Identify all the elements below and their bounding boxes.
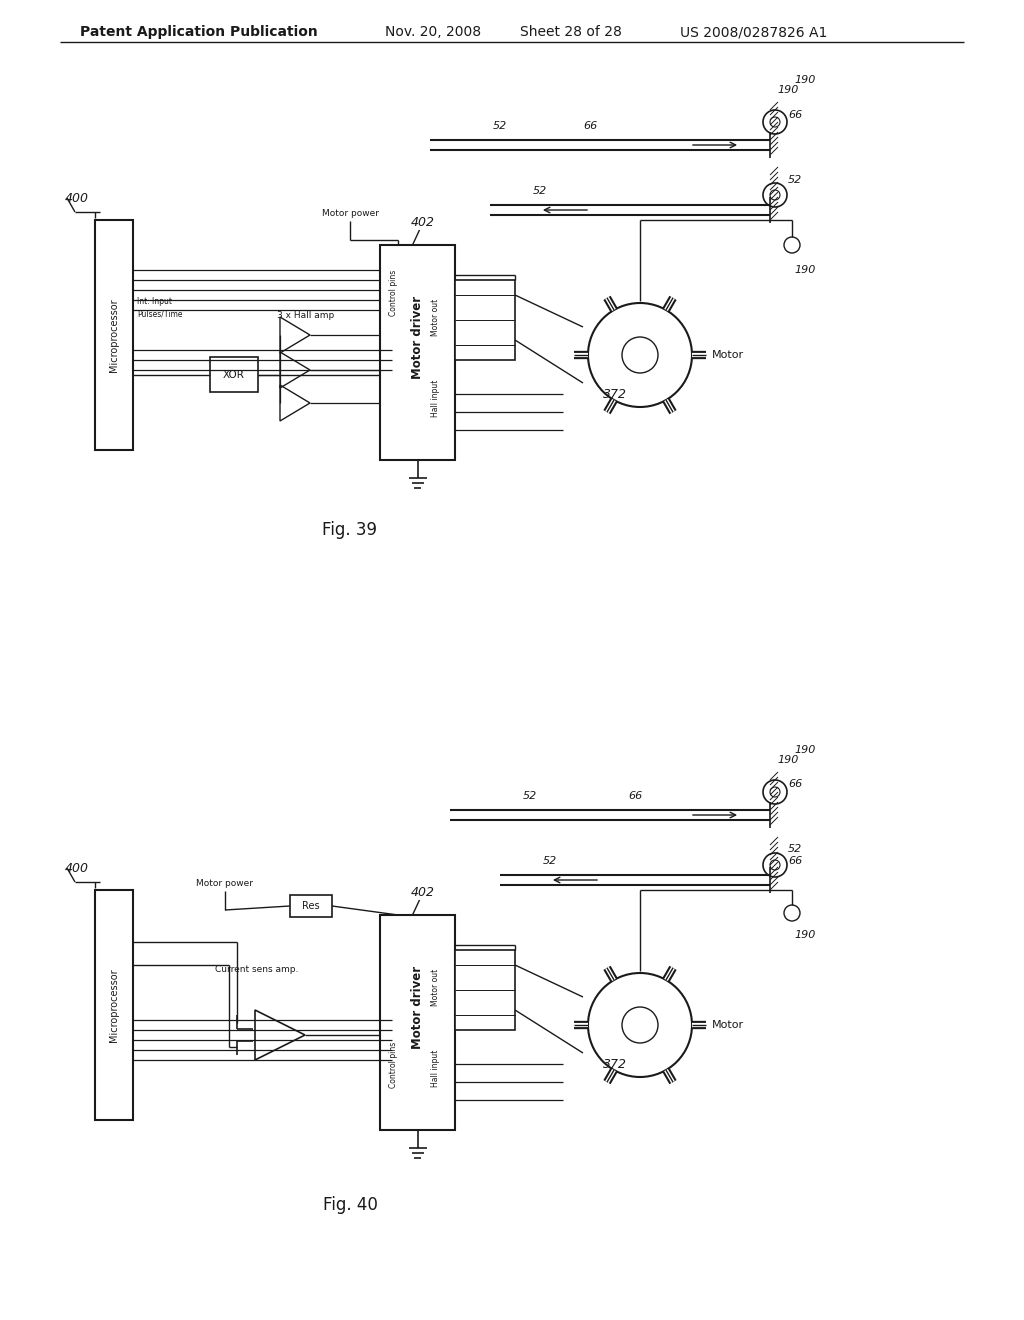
Bar [95,890,133,1119]
Text: 66: 66 [788,855,802,866]
Text: 190: 190 [777,84,799,95]
Text: Pulses/Time: Pulses/Time [137,309,182,318]
Text: Motor out: Motor out [431,969,440,1006]
Text: 402: 402 [411,887,434,899]
Text: Control pins: Control pins [389,269,398,315]
Bar [95,220,133,450]
Text: 372: 372 [603,388,627,401]
Text: Patent Application Publication: Patent Application Publication [80,25,317,40]
Text: 52: 52 [788,176,802,185]
Text: 52: 52 [523,791,538,801]
Bar [455,280,515,360]
Text: 190: 190 [795,75,816,84]
Bar [380,246,455,459]
Text: 66: 66 [628,791,642,801]
Text: 400: 400 [65,862,89,874]
Text: Motor out: Motor out [431,298,440,335]
Text: Microprocessor: Microprocessor [109,968,119,1041]
Text: Motor: Motor [712,350,744,360]
Text: Nov. 20, 2008: Nov. 20, 2008 [385,25,481,40]
Bar [290,895,332,917]
Text: 66: 66 [788,110,802,120]
Text: 66: 66 [583,121,597,131]
Text: 52: 52 [543,855,557,866]
Bar [210,356,258,392]
Bar [380,915,455,1130]
Text: Hall input: Hall input [431,379,440,417]
Text: Motor power: Motor power [197,879,254,887]
Text: 52: 52 [532,186,547,195]
Text: Microprocessor: Microprocessor [109,298,119,372]
Bar [455,950,515,1030]
Text: Hall input: Hall input [431,1049,440,1086]
Text: Int. Input: Int. Input [137,297,172,306]
Text: US 2008/0287826 A1: US 2008/0287826 A1 [680,25,827,40]
Text: 52: 52 [493,121,507,131]
Text: 66: 66 [788,779,802,789]
Text: 190: 190 [777,755,799,766]
Text: 3 x Hall amp: 3 x Hall amp [278,310,335,319]
Text: 402: 402 [411,216,434,230]
Text: Motor power: Motor power [322,209,379,218]
Text: 190: 190 [795,744,816,755]
Text: 372: 372 [603,1059,627,1072]
Text: Res: Res [302,902,319,911]
Text: 400: 400 [65,191,89,205]
Text: XOR: XOR [223,370,245,380]
Text: Sheet 28 of 28: Sheet 28 of 28 [520,25,622,40]
Text: Fig. 40: Fig. 40 [323,1196,378,1214]
Text: Motor driver: Motor driver [411,296,424,379]
Text: Motor: Motor [712,1020,744,1030]
Text: 190: 190 [795,265,816,275]
Text: Fig. 39: Fig. 39 [323,521,378,539]
Text: Control pins: Control pins [389,1041,398,1088]
Text: Current sens amp.: Current sens amp. [215,965,298,974]
Text: 190: 190 [795,931,816,940]
Text: 52: 52 [788,843,802,854]
Text: Motor driver: Motor driver [411,966,424,1049]
